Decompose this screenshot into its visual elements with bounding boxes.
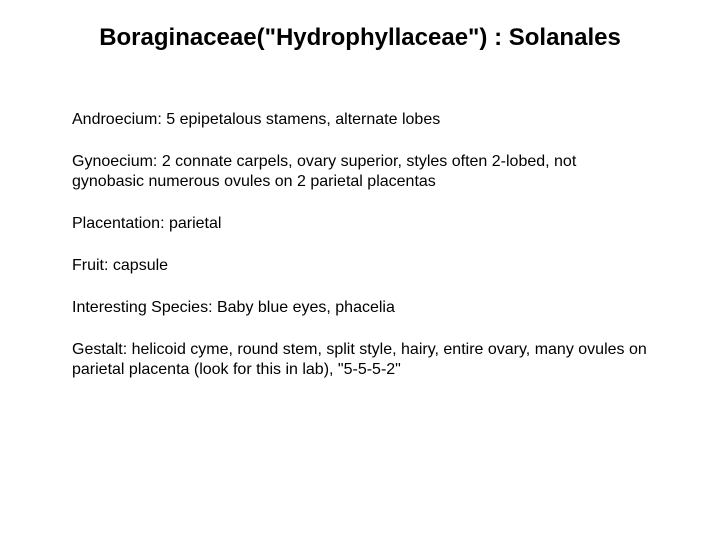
paragraph: Fruit: capsule bbox=[72, 256, 652, 276]
slide-title: Boraginaceae("Hydrophyllaceae") : Solana… bbox=[0, 24, 720, 52]
paragraph: Interesting Species: Baby blue eyes, pha… bbox=[72, 298, 652, 318]
slide: Boraginaceae("Hydrophyllaceae") : Solana… bbox=[0, 0, 720, 540]
paragraph: Gynoecium: 2 connate carpels, ovary supe… bbox=[72, 152, 652, 192]
slide-body: Androecium: 5 epipetalous stamens, alter… bbox=[72, 110, 652, 402]
paragraph: Gestalt: helicoid cyme, round stem, spli… bbox=[72, 340, 652, 380]
paragraph: Androecium: 5 epipetalous stamens, alter… bbox=[72, 110, 652, 130]
paragraph: Placentation: parietal bbox=[72, 214, 652, 234]
